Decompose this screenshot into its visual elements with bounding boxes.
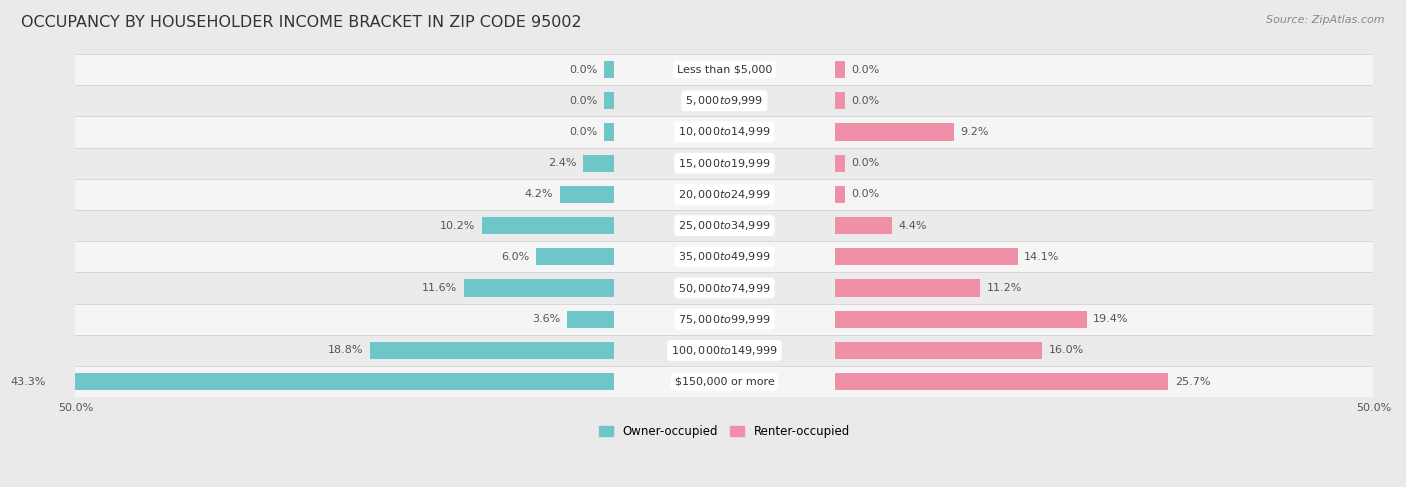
- Bar: [835, 92, 845, 110]
- Bar: [835, 311, 1087, 328]
- Bar: [603, 92, 614, 110]
- Bar: [560, 186, 614, 203]
- FancyBboxPatch shape: [69, 179, 1379, 210]
- Bar: [568, 311, 614, 328]
- FancyBboxPatch shape: [69, 54, 1379, 85]
- Bar: [835, 123, 955, 141]
- Text: 0.0%: 0.0%: [852, 65, 880, 75]
- Text: $75,000 to $99,999: $75,000 to $99,999: [678, 313, 770, 326]
- Text: 0.0%: 0.0%: [852, 189, 880, 199]
- Text: 14.1%: 14.1%: [1024, 252, 1060, 262]
- Bar: [835, 342, 1042, 359]
- Text: 25.7%: 25.7%: [1175, 377, 1211, 387]
- FancyBboxPatch shape: [69, 148, 1379, 179]
- Text: 0.0%: 0.0%: [569, 127, 598, 137]
- Text: 11.2%: 11.2%: [987, 283, 1022, 293]
- Bar: [835, 186, 845, 203]
- Bar: [603, 123, 614, 141]
- FancyBboxPatch shape: [69, 335, 1379, 366]
- Text: 4.4%: 4.4%: [898, 221, 927, 231]
- Bar: [835, 61, 845, 78]
- Text: OCCUPANCY BY HOUSEHOLDER INCOME BRACKET IN ZIP CODE 95002: OCCUPANCY BY HOUSEHOLDER INCOME BRACKET …: [21, 15, 582, 30]
- Bar: [583, 154, 614, 172]
- Bar: [835, 217, 891, 234]
- Bar: [482, 217, 614, 234]
- FancyBboxPatch shape: [69, 85, 1379, 116]
- Bar: [536, 248, 614, 265]
- FancyBboxPatch shape: [69, 304, 1379, 335]
- Text: $5,000 to $9,999: $5,000 to $9,999: [685, 94, 763, 107]
- Text: 11.6%: 11.6%: [422, 283, 457, 293]
- Bar: [52, 373, 614, 390]
- FancyBboxPatch shape: [69, 241, 1379, 272]
- Text: 0.0%: 0.0%: [852, 96, 880, 106]
- Text: 43.3%: 43.3%: [10, 377, 45, 387]
- Text: $100,000 to $149,999: $100,000 to $149,999: [671, 344, 778, 357]
- Bar: [603, 61, 614, 78]
- FancyBboxPatch shape: [69, 366, 1379, 397]
- Text: 4.2%: 4.2%: [524, 189, 553, 199]
- Text: 2.4%: 2.4%: [548, 158, 576, 168]
- FancyBboxPatch shape: [69, 272, 1379, 304]
- Text: 10.2%: 10.2%: [440, 221, 475, 231]
- Text: 0.0%: 0.0%: [569, 96, 598, 106]
- FancyBboxPatch shape: [69, 210, 1379, 241]
- Bar: [835, 373, 1168, 390]
- Text: $15,000 to $19,999: $15,000 to $19,999: [678, 157, 770, 169]
- Bar: [835, 248, 1018, 265]
- FancyBboxPatch shape: [69, 116, 1379, 148]
- Bar: [464, 280, 614, 297]
- Text: $150,000 or more: $150,000 or more: [675, 377, 775, 387]
- Text: 0.0%: 0.0%: [569, 65, 598, 75]
- Text: Source: ZipAtlas.com: Source: ZipAtlas.com: [1267, 15, 1385, 25]
- Bar: [835, 154, 845, 172]
- Text: 19.4%: 19.4%: [1092, 314, 1129, 324]
- Text: $20,000 to $24,999: $20,000 to $24,999: [678, 188, 770, 201]
- Text: 0.0%: 0.0%: [852, 158, 880, 168]
- Bar: [370, 342, 614, 359]
- Text: 6.0%: 6.0%: [502, 252, 530, 262]
- Text: $35,000 to $49,999: $35,000 to $49,999: [678, 250, 770, 263]
- Text: 9.2%: 9.2%: [960, 127, 990, 137]
- Text: Less than $5,000: Less than $5,000: [676, 65, 772, 75]
- Text: 16.0%: 16.0%: [1049, 345, 1084, 356]
- Text: $10,000 to $14,999: $10,000 to $14,999: [678, 126, 770, 138]
- Text: $25,000 to $34,999: $25,000 to $34,999: [678, 219, 770, 232]
- Text: 3.6%: 3.6%: [533, 314, 561, 324]
- Bar: [835, 280, 980, 297]
- Text: 18.8%: 18.8%: [328, 345, 364, 356]
- Legend: Owner-occupied, Renter-occupied: Owner-occupied, Renter-occupied: [595, 420, 855, 443]
- Text: $50,000 to $74,999: $50,000 to $74,999: [678, 281, 770, 295]
